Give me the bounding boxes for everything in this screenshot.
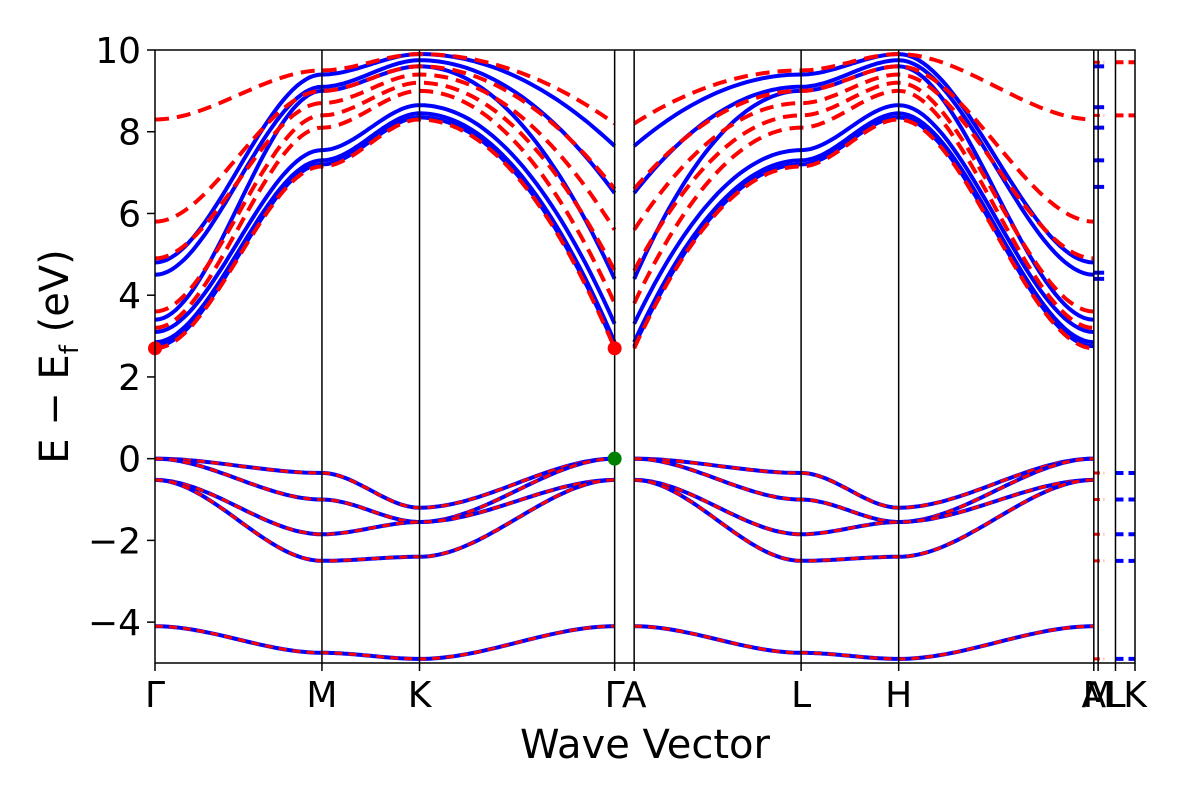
conduction-band-down-a-2 bbox=[632, 80, 1094, 314]
valence-band-down-3 bbox=[155, 478, 615, 563]
y-axis-title-unit: (eV) bbox=[32, 249, 78, 345]
valence-band-down-1 bbox=[155, 457, 615, 524]
conduction-band-up-a-1 bbox=[632, 111, 1094, 345]
conduction-band-down-3 bbox=[155, 72, 617, 261]
conduction-band-down-1 bbox=[155, 88, 617, 330]
band-edge-marker-2 bbox=[607, 451, 622, 466]
band-edge-markers bbox=[148, 341, 622, 466]
valence-band-down-4 bbox=[155, 624, 615, 661]
kpoint-divider-lines bbox=[321, 50, 1117, 663]
conduction-band-up-2 bbox=[155, 103, 617, 334]
y-tick-label-3: 4 bbox=[118, 276, 141, 317]
valence-band-up-0 bbox=[155, 456, 615, 510]
conduction-band-up-1 bbox=[155, 111, 617, 345]
conduction-band-up-a-2 bbox=[632, 103, 1094, 334]
y-tick-label-1: 8 bbox=[118, 113, 141, 154]
valence-band-up-a-0 bbox=[634, 456, 1094, 510]
conduction-band-down-5 bbox=[155, 52, 616, 126]
y-tick-label-5: 0 bbox=[118, 440, 141, 481]
y-axis-title-main: E − E bbox=[32, 354, 78, 464]
x-tick-label-4: A bbox=[622, 675, 647, 716]
conduction-band-down-0 bbox=[155, 117, 617, 351]
x-tick-label-1: M bbox=[306, 675, 337, 716]
x-tick-label-3: Γ bbox=[605, 675, 625, 716]
y-axis-title: E − Ef (eV) bbox=[32, 249, 85, 464]
x-axis-title: Wave Vector bbox=[520, 722, 771, 768]
conduction-band-down-a-3 bbox=[632, 72, 1094, 261]
band-curves bbox=[155, 52, 1135, 661]
valence-band-down-2 bbox=[155, 478, 615, 536]
x-tick-label-8: M bbox=[1083, 675, 1114, 716]
conduction-band-down-a-5 bbox=[633, 52, 1094, 126]
y-tick-label-7: −4 bbox=[88, 603, 141, 644]
conduction-band-down-a-4 bbox=[632, 64, 1094, 224]
band-edge-marker-1 bbox=[607, 341, 622, 356]
y-tick-label-6: −2 bbox=[88, 521, 141, 562]
conduction-band-down-a-0 bbox=[632, 117, 1094, 351]
x-tick-label-9: L bbox=[1105, 675, 1125, 716]
x-tick-label-6: H bbox=[885, 675, 912, 716]
plot-frame bbox=[154, 49, 1136, 664]
valence-band-down-a-1 bbox=[634, 457, 1094, 524]
conduction-band-down-a-1 bbox=[632, 88, 1094, 330]
y-tick-label-0: 10 bbox=[95, 31, 141, 72]
valence-band-up-4 bbox=[155, 624, 615, 661]
valence-band-up-a-4 bbox=[634, 624, 1094, 661]
conduction-band-down-2 bbox=[155, 80, 617, 314]
x-tick-label-0: Γ bbox=[145, 675, 165, 716]
y-tick-label-4: 2 bbox=[118, 358, 141, 399]
x-tick-label-10: K bbox=[1123, 675, 1148, 716]
valence-band-down-a-4 bbox=[634, 624, 1094, 661]
y-tick-label-2: 6 bbox=[118, 194, 141, 235]
conduction-band-down-4 bbox=[155, 64, 617, 224]
x-tick-label-5: L bbox=[791, 675, 811, 716]
y-axis-title-subscript: f bbox=[55, 344, 85, 354]
y-axis-ticks: 10 8 6 4 2 0 −2 −4 bbox=[88, 31, 155, 644]
x-tick-label-2: K bbox=[408, 675, 433, 716]
valence-band-down-a-2 bbox=[634, 478, 1094, 536]
x-tick-label-7: A bbox=[1081, 675, 1106, 716]
valence-band-down-a-3 bbox=[634, 478, 1094, 563]
